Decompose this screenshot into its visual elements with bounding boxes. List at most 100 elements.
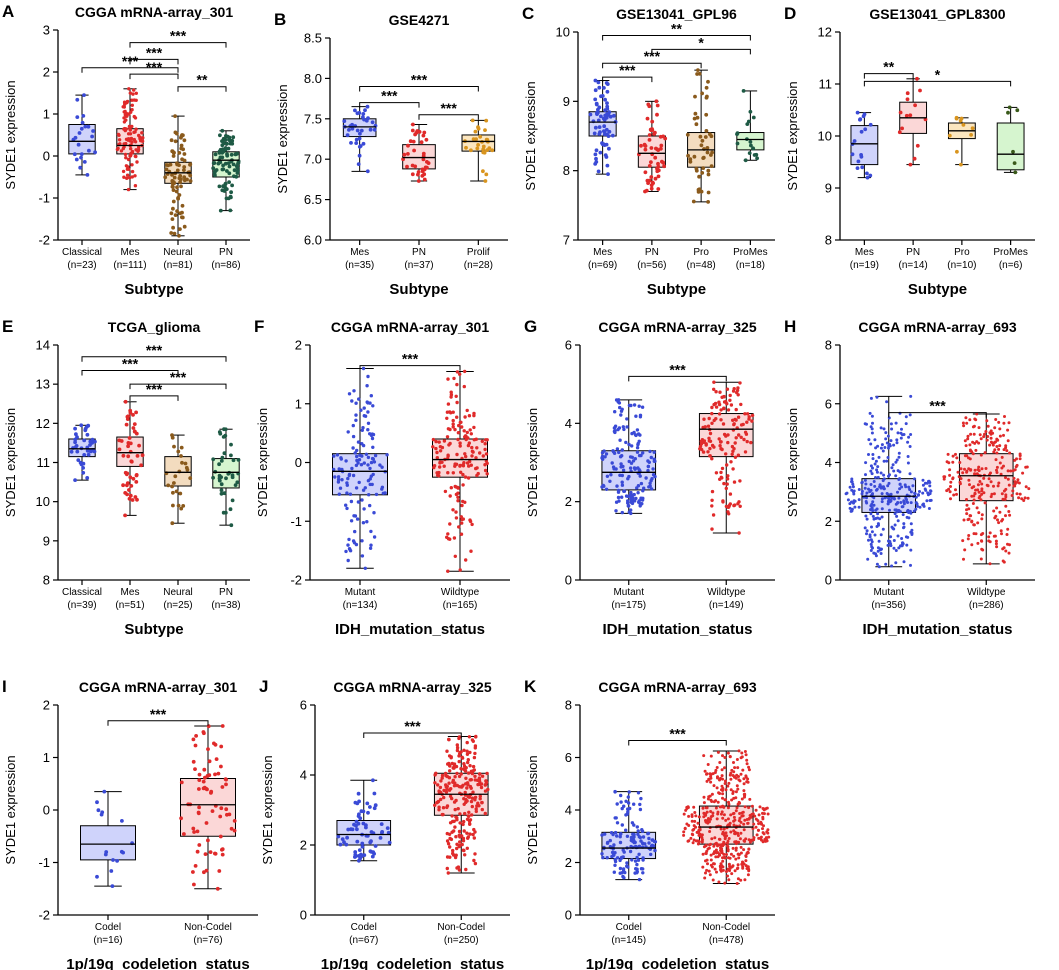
data-point [719, 475, 723, 479]
data-point [353, 451, 357, 455]
y-tick-label: 2 [300, 838, 307, 853]
box-mes [115, 87, 145, 192]
data-point [1013, 480, 1017, 484]
data-point [754, 808, 758, 812]
data-point [358, 131, 362, 136]
data-point [182, 165, 187, 169]
box-non-codel [682, 749, 771, 885]
data-point [332, 467, 336, 472]
data-point [724, 452, 728, 456]
y-tick-label: 4 [825, 455, 832, 470]
y-tick-label: 7.0 [304, 152, 322, 167]
data-point [628, 466, 633, 470]
data-point [1018, 452, 1022, 456]
data-point [726, 806, 730, 810]
data-point [618, 871, 622, 875]
data-point [860, 492, 864, 496]
data-point [869, 425, 873, 429]
data-point [421, 133, 426, 138]
data-point [349, 141, 353, 145]
y-tick-label: 6 [825, 396, 832, 411]
data-point [182, 168, 186, 173]
data-point [615, 821, 620, 825]
y-tick-label: 3 [43, 23, 50, 38]
data-point [468, 822, 472, 826]
data-point [972, 432, 976, 436]
bracket-line [628, 739, 727, 746]
data-point [354, 418, 358, 422]
data-point [459, 772, 463, 776]
significance-stars: *** [929, 398, 946, 414]
data-point [442, 795, 446, 800]
data-point [363, 486, 367, 490]
data-point [457, 759, 461, 764]
data-point [947, 133, 952, 138]
data-point [458, 372, 462, 376]
data-point [881, 479, 885, 483]
data-point [737, 856, 741, 860]
data-point [366, 428, 370, 432]
data-point [749, 143, 753, 148]
data-point [656, 164, 661, 169]
data-point [178, 227, 182, 232]
data-point [955, 149, 959, 154]
data-point [174, 189, 179, 194]
data-point [179, 184, 183, 189]
data-point [720, 466, 725, 471]
data-point [734, 848, 738, 852]
data-point [649, 852, 653, 857]
data-point [720, 447, 724, 452]
data-point [921, 478, 925, 482]
data-point [985, 419, 989, 423]
sample-size-label: (n=250) [444, 935, 479, 946]
data-point [470, 118, 475, 123]
data-point [226, 161, 231, 166]
data-point [730, 444, 735, 449]
data-point [706, 190, 711, 195]
data-point [750, 419, 754, 423]
data-point [621, 874, 625, 879]
data-point [995, 451, 999, 455]
data-point [890, 466, 894, 470]
data-point [859, 153, 863, 157]
data-point [974, 532, 978, 536]
data-point [130, 103, 134, 108]
data-point [697, 831, 701, 835]
data-point [713, 842, 717, 846]
data-point [605, 856, 609, 860]
data-point [86, 124, 91, 129]
data-point [446, 377, 450, 381]
data-point [748, 140, 753, 144]
data-point [876, 512, 880, 516]
data-point [629, 461, 634, 465]
data-point [726, 505, 730, 509]
data-point [170, 433, 174, 437]
data-point [126, 157, 131, 162]
data-point [455, 748, 460, 753]
data-point [980, 517, 984, 521]
data-point [128, 408, 133, 413]
data-point [870, 492, 874, 496]
data-point [126, 441, 131, 445]
significance-stars: * [698, 34, 704, 50]
data-point [637, 404, 641, 408]
data-point [464, 776, 468, 780]
data-point [745, 420, 749, 424]
data-point [369, 839, 373, 844]
data-point [690, 815, 694, 818]
data-point [696, 821, 700, 825]
data-point [227, 171, 232, 176]
data-point [366, 116, 370, 121]
data-point [476, 782, 480, 787]
data-point [135, 454, 140, 458]
data-point [962, 557, 965, 561]
data-point [448, 522, 452, 526]
data-point [949, 485, 952, 488]
data-point [455, 846, 459, 851]
data-point [740, 797, 744, 801]
significance-stars: *** [146, 342, 163, 358]
data-point [966, 437, 970, 441]
data-point [871, 500, 875, 504]
data-point [745, 412, 750, 416]
